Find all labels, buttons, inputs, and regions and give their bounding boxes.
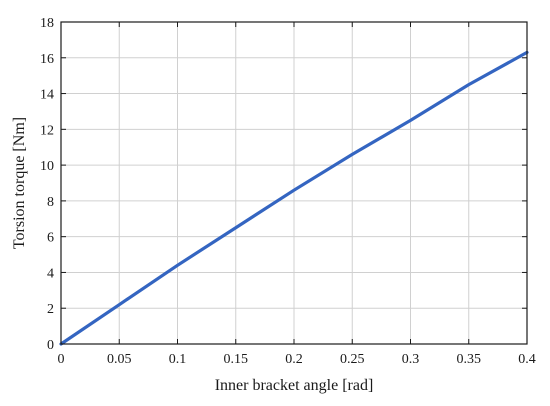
axis-ticks: 0 0.05 0.1 0.15 0.2 0.25 0.3 0.35 0.4 0 2 4 6 8 10 12 14… bbox=[40, 16, 536, 367]
y-tick-label: 6 bbox=[47, 231, 54, 246]
x-tick-label: 0.35 bbox=[457, 352, 482, 367]
y-tick-label: 12 bbox=[40, 123, 54, 138]
y-tick-label: 8 bbox=[47, 195, 54, 210]
x-axis-title: Inner bracket angle [rad] bbox=[215, 377, 374, 394]
x-tick-label: 0.4 bbox=[518, 352, 536, 367]
x-tick-label: 0 bbox=[58, 352, 65, 367]
x-tick-label: 0.2 bbox=[285, 352, 303, 367]
y-axis-title: Torsion torque [Nm] bbox=[11, 117, 28, 249]
y-tick-label: 14 bbox=[40, 88, 54, 103]
y-tick-label: 0 bbox=[47, 338, 54, 353]
grid bbox=[61, 22, 527, 344]
series-line bbox=[59, 50, 529, 346]
y-tick-label: 2 bbox=[47, 302, 54, 317]
series-layer bbox=[59, 50, 529, 346]
x-tick-label: 0.05 bbox=[107, 352, 132, 367]
x-tick-label: 0.1 bbox=[169, 352, 187, 367]
y-tick-label: 16 bbox=[40, 52, 54, 67]
x-tick-label: 0.15 bbox=[224, 352, 249, 367]
y-tick-label: 18 bbox=[40, 16, 54, 31]
x-tick-label: 0.3 bbox=[402, 352, 420, 367]
x-tick-label: 0.25 bbox=[340, 352, 365, 367]
y-tick-label: 4 bbox=[47, 266, 54, 281]
y-tick-label: 10 bbox=[40, 159, 54, 174]
